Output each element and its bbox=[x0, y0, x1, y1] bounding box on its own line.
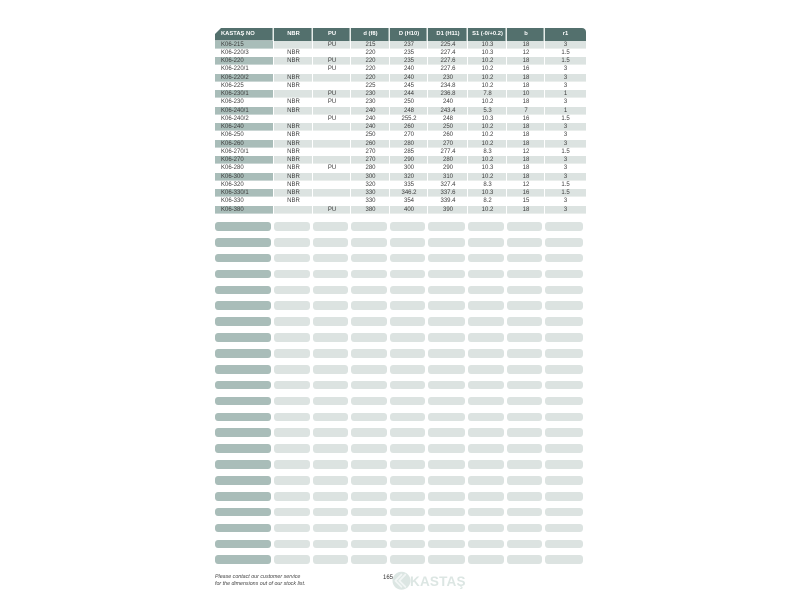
svg-text:KASTAŞ: KASTAŞ bbox=[410, 574, 466, 589]
